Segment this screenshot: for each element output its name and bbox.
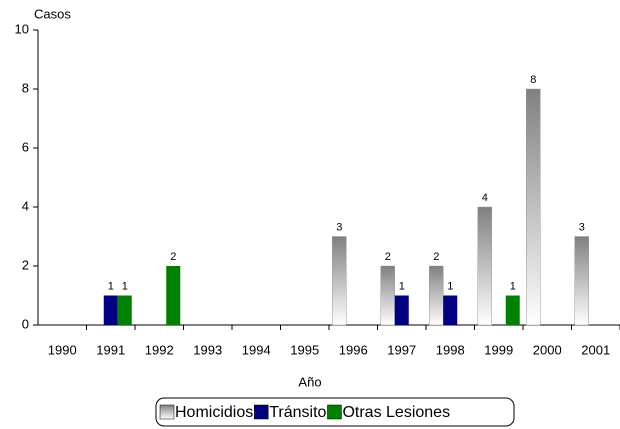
bar — [443, 295, 458, 325]
x-tick-label: 1995 — [290, 342, 319, 357]
x-tick-label: 2000 — [533, 342, 562, 357]
bar — [429, 265, 444, 326]
value-label: 2 — [385, 251, 391, 263]
bar — [332, 236, 347, 326]
bar — [526, 88, 541, 326]
legend-swatch — [327, 404, 342, 420]
bar — [166, 266, 181, 325]
bar — [380, 265, 395, 326]
value-label: 8 — [530, 74, 536, 86]
x-tick-label: 1993 — [193, 342, 222, 357]
value-label: 2 — [433, 251, 439, 263]
value-label: 4 — [482, 192, 488, 204]
y-tick-label: 10 — [15, 21, 29, 36]
bar — [505, 295, 520, 325]
x-tick-label: 1996 — [339, 342, 368, 357]
value-label: 1 — [447, 280, 453, 292]
legend-label: Otras Lesiones — [342, 404, 450, 421]
value-label: 3 — [579, 221, 585, 233]
legend-label: Tránsito — [269, 404, 326, 421]
value-label: 2 — [170, 251, 176, 263]
bar — [117, 295, 132, 325]
x-tick-label: 1997 — [387, 342, 416, 357]
x-tick-label: 1999 — [484, 342, 513, 357]
value-label: 3 — [336, 221, 342, 233]
legend-swatch — [159, 404, 175, 420]
x-tick-label: 1998 — [436, 342, 465, 357]
legend-swatch — [254, 404, 269, 420]
x-axis-label: Año — [298, 374, 321, 389]
value-label: 1 — [399, 280, 405, 292]
y-tick-label: 6 — [22, 139, 29, 154]
y-tick-label: 2 — [22, 257, 29, 272]
bar — [477, 206, 492, 326]
value-label: 1 — [122, 280, 128, 292]
value-label: 1 — [108, 280, 114, 292]
bar — [103, 295, 118, 325]
y-tick-label: 4 — [22, 198, 29, 213]
x-tick-label: 2001 — [581, 342, 610, 357]
x-tick-label: 1990 — [48, 342, 77, 357]
y-axis-label: Casos — [34, 6, 71, 21]
legend-label: Homicidios — [175, 404, 253, 421]
y-tick-label: 0 — [22, 316, 29, 331]
x-tick-label: 1992 — [145, 342, 174, 357]
y-tick-label: 8 — [22, 80, 29, 95]
x-tick-label: 1991 — [96, 342, 125, 357]
bar — [574, 236, 589, 326]
value-label: 1 — [510, 280, 516, 292]
bar — [394, 295, 409, 325]
x-tick-label: 1994 — [242, 342, 271, 357]
